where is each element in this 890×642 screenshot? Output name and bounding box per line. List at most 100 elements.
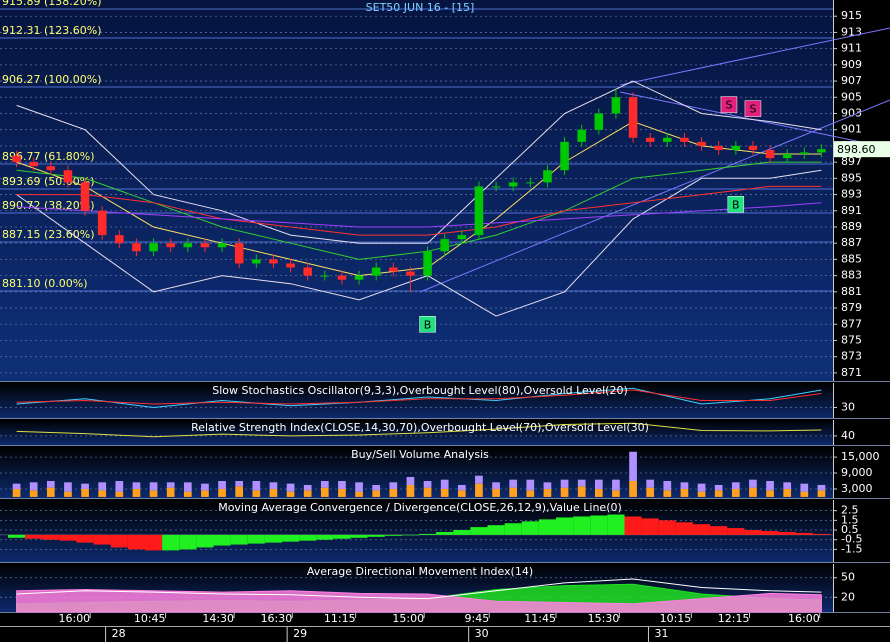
y-tick-label: 50 xyxy=(841,571,855,584)
volume-bar xyxy=(646,479,655,488)
y-tick-label: 907 xyxy=(841,74,862,87)
volume-bar xyxy=(612,490,620,497)
y-tick-label: 1.5 xyxy=(841,513,859,526)
macd-bar xyxy=(504,523,522,535)
macd-bar xyxy=(487,525,505,535)
macd-bar xyxy=(624,516,642,535)
panel-title: Average Directional Movement Index(14) xyxy=(307,565,533,578)
x-tick-label: 16:30 xyxy=(261,612,293,625)
fib-label: 890.72 (38.20%) xyxy=(2,199,95,212)
volume-bar xyxy=(355,482,363,492)
fib-label: 915.89 (138.20%) xyxy=(2,0,102,8)
x-tick-label: 10:45 xyxy=(134,612,166,625)
day-label: 29 xyxy=(293,627,307,640)
volume-bar xyxy=(423,481,432,488)
day-label: 28 xyxy=(112,627,126,640)
x-tick-label: 9:45 xyxy=(465,612,490,625)
macd-bar xyxy=(350,534,368,538)
y-tick-label: 895 xyxy=(841,171,862,184)
macd-bar xyxy=(196,534,214,548)
area xyxy=(16,588,822,613)
candle-body xyxy=(526,182,535,184)
volume-bar xyxy=(663,490,672,497)
volume-bar xyxy=(749,479,757,488)
candle-body xyxy=(183,243,193,248)
candle-body xyxy=(577,129,586,142)
macd-bar xyxy=(93,534,111,545)
macd-bar xyxy=(521,521,539,535)
candle-body xyxy=(543,170,552,183)
macd-bar xyxy=(282,534,300,542)
last-price-label: 898.60 xyxy=(837,143,876,156)
candle-body xyxy=(29,162,38,167)
candle-body xyxy=(628,97,638,138)
panel-background xyxy=(0,420,833,445)
y-tick-label: 30 xyxy=(841,401,855,414)
macd-bar xyxy=(384,534,402,536)
macd-bar xyxy=(419,533,437,535)
volume-bar xyxy=(731,482,740,489)
volume-bar xyxy=(252,490,261,497)
y-tick-label: 877 xyxy=(841,317,862,330)
candle-body xyxy=(286,263,295,268)
signal-marker xyxy=(419,316,436,333)
volume-bar xyxy=(29,482,38,491)
y-tick-label: 3,000 xyxy=(841,482,873,495)
candle-body xyxy=(320,275,330,277)
volume-bar xyxy=(183,482,192,492)
fib-label: 896.77 (61.80%) xyxy=(2,150,95,163)
macd-bar xyxy=(607,514,625,535)
day-label: 30 xyxy=(475,627,489,640)
last-price-box xyxy=(834,141,890,158)
macd-bar xyxy=(162,534,180,551)
panel-title: Buy/Sell Volume Analysis xyxy=(351,448,489,461)
volume-bar xyxy=(149,490,158,497)
macd-bar xyxy=(299,534,317,541)
macd-bar xyxy=(247,534,265,544)
y-tick-label: 875 xyxy=(841,333,862,346)
volume-bar xyxy=(406,484,415,497)
macd-bar xyxy=(693,524,711,535)
macd-bar xyxy=(367,534,385,537)
candle-body xyxy=(663,137,672,142)
y-tick-label: 881 xyxy=(841,285,862,298)
macd-bar xyxy=(470,527,488,535)
y-tick-label: 883 xyxy=(841,269,862,282)
candle-body xyxy=(457,235,467,240)
volume-bar xyxy=(612,479,620,491)
y-tick-label: 897 xyxy=(841,155,862,168)
x-tick-label: 15:30 xyxy=(588,612,620,625)
indicator-line xyxy=(16,578,822,600)
volume-bar xyxy=(286,491,295,497)
y-tick-label: 893 xyxy=(841,188,862,201)
volume-bar xyxy=(526,490,535,497)
volume-bar xyxy=(817,484,826,491)
candle-body xyxy=(12,155,21,163)
macd-bar xyxy=(8,534,26,538)
volume-bar xyxy=(98,482,107,491)
volume-bar xyxy=(594,488,603,497)
volume-bar xyxy=(389,488,398,497)
volume-bar xyxy=(389,482,398,489)
candle-body xyxy=(611,97,621,114)
signal-label: S xyxy=(725,99,732,112)
candle-body xyxy=(440,239,449,252)
macd-bar xyxy=(556,517,574,535)
macd-bar xyxy=(812,533,830,535)
volume-bar xyxy=(629,451,637,481)
volume-bar xyxy=(166,487,175,497)
macd-bar xyxy=(42,534,60,540)
volume-bar xyxy=(12,483,21,489)
panel-background xyxy=(0,0,833,381)
candle-body xyxy=(560,141,569,171)
candle-body xyxy=(337,275,347,280)
candle-body xyxy=(782,154,792,159)
volume-bar xyxy=(149,482,158,491)
volume-bar xyxy=(81,483,89,489)
y-tick-label: 885 xyxy=(841,252,862,265)
candle-body xyxy=(166,243,175,248)
fib-label: 906.27 (100.00%) xyxy=(2,73,102,86)
macd-bar xyxy=(795,532,813,535)
x-tick-label: 16:00 xyxy=(788,612,820,625)
